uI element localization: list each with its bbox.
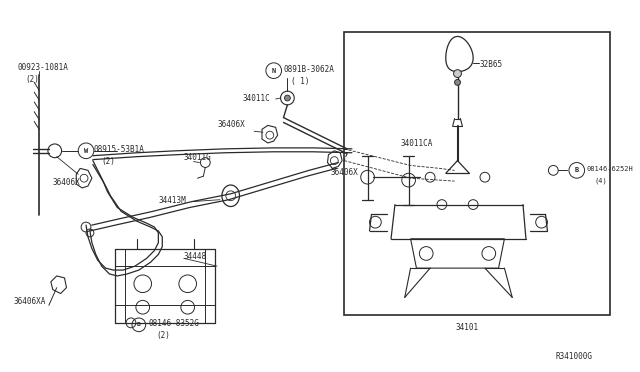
- Bar: [344, 32, 610, 315]
- Circle shape: [454, 80, 460, 85]
- Text: 08146-6252H: 08146-6252H: [586, 166, 634, 173]
- Text: 0891B-3062A: 0891B-3062A: [284, 65, 334, 74]
- Circle shape: [284, 95, 291, 101]
- Text: R341000G: R341000G: [556, 352, 592, 361]
- Text: 34011G: 34011G: [184, 153, 212, 162]
- Text: 36406XA: 36406XA: [13, 298, 46, 307]
- Text: (2): (2): [26, 74, 39, 84]
- Text: 00923-1081A: 00923-1081A: [17, 63, 68, 72]
- Text: B: B: [137, 322, 141, 327]
- Text: B: B: [575, 167, 579, 173]
- Text: ( 1): ( 1): [291, 77, 310, 86]
- Text: W: W: [84, 148, 88, 154]
- Text: N: N: [271, 68, 276, 74]
- Text: (4): (4): [595, 177, 607, 184]
- Text: 36406X: 36406X: [52, 178, 81, 187]
- Text: 34101: 34101: [456, 323, 479, 332]
- Text: 32B65: 32B65: [479, 60, 502, 69]
- Text: 36406X: 36406X: [217, 119, 244, 128]
- Text: 34011C: 34011C: [243, 94, 270, 103]
- Circle shape: [454, 70, 461, 77]
- Text: 34448: 34448: [184, 253, 207, 262]
- Text: 36406X: 36406X: [330, 169, 358, 177]
- Text: (2): (2): [156, 331, 170, 340]
- Text: 34413M: 34413M: [158, 196, 186, 205]
- Text: 34011CA: 34011CA: [401, 139, 433, 148]
- Text: 08146-8352G: 08146-8352G: [148, 319, 200, 328]
- Text: 08915-53B1A: 08915-53B1A: [94, 145, 145, 154]
- Text: (2): (2): [102, 157, 116, 166]
